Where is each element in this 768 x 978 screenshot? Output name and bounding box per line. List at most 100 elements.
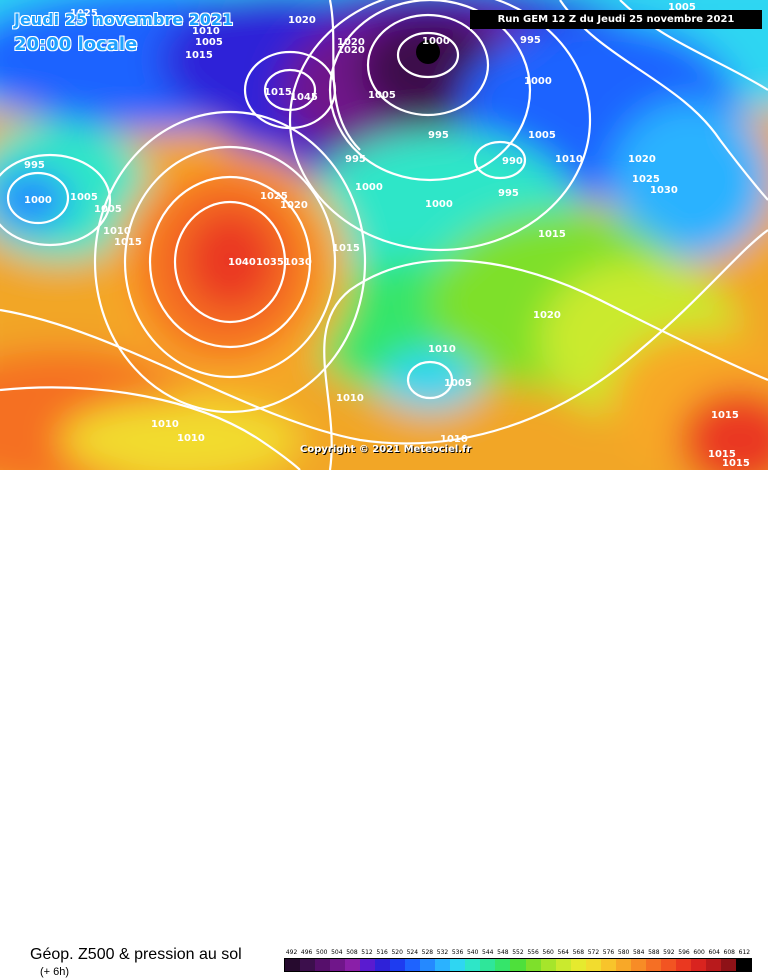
legend-tick: 580 bbox=[617, 949, 630, 956]
legend-tick: 540 bbox=[466, 949, 479, 956]
copyright-notice: Copyright © 2021 Meteociel.fr bbox=[300, 444, 472, 455]
forecast-time: 20:00 locale bbox=[14, 34, 138, 55]
run-info-banner: Run GEM 12 Z du Jeudi 25 novembre 2021 bbox=[470, 10, 762, 29]
low-pressure-center bbox=[416, 40, 440, 64]
legend-swatch bbox=[690, 959, 706, 971]
weather-map: 1025 1000 1020 1005 1010 1015 995 1000 1… bbox=[0, 0, 768, 470]
legend-swatch bbox=[495, 959, 511, 971]
legend-swatch bbox=[300, 959, 316, 971]
legend-tick: 532 bbox=[436, 949, 449, 956]
legend-tick: 600 bbox=[693, 949, 705, 956]
isobar-label: 1010 bbox=[192, 26, 220, 37]
color-legend: 492 496 500 504 508 512 516 520 524 528 532 536 540 5… bbox=[284, 948, 752, 972]
legend-swatch bbox=[420, 959, 436, 971]
legend-tick: 612 bbox=[738, 949, 751, 956]
isobar-label: 1015 bbox=[332, 243, 360, 254]
legend-tick: 500 bbox=[316, 949, 328, 956]
legend-tick: 584 bbox=[632, 949, 645, 956]
isobar-label: 1035 bbox=[256, 257, 284, 268]
legend-swatch bbox=[555, 959, 571, 971]
isobar-label: 1000 bbox=[422, 36, 450, 47]
isobar-label: 995 bbox=[428, 130, 449, 141]
isobar-label: 1030 bbox=[284, 257, 312, 268]
legend-swatch bbox=[600, 959, 616, 971]
legend-swatch bbox=[360, 959, 376, 971]
isobar-label: 1005 bbox=[528, 130, 556, 141]
legend-tick-labels: 492 496 500 504 508 512 516 520 524 528 532 536 540 5… bbox=[284, 948, 752, 958]
isobar-label: 1010 bbox=[151, 419, 179, 430]
isobar-label: 1025 bbox=[70, 8, 98, 19]
isobar-label: 1015 bbox=[722, 458, 750, 469]
isobar-label: 1010 bbox=[555, 154, 583, 165]
isobar-label: 1020 bbox=[533, 310, 561, 321]
isobar-label: 1040 bbox=[228, 257, 256, 268]
isobar-label: 1020 bbox=[337, 45, 365, 56]
legend-swatch bbox=[285, 959, 301, 971]
isobar-label: 1025 bbox=[632, 174, 660, 185]
legend-tick: 496 bbox=[300, 949, 313, 956]
legend-tick: 544 bbox=[482, 949, 494, 956]
isobar-label: 995 bbox=[498, 188, 519, 199]
legend-swatch bbox=[345, 959, 361, 971]
legend-tick: 572 bbox=[587, 949, 600, 956]
isobar-label: 1030 bbox=[650, 185, 678, 196]
legend-swatch bbox=[435, 959, 451, 971]
isobar-label: 1015 bbox=[264, 87, 292, 98]
isobar-label: 1000 bbox=[425, 199, 453, 210]
isobar-label: 1020 bbox=[288, 15, 316, 26]
legend-swatch bbox=[615, 959, 631, 971]
isobar-label: 1010 bbox=[440, 434, 468, 445]
legend-tick: 512 bbox=[361, 949, 373, 956]
legend-swatch bbox=[735, 959, 751, 971]
isobar-label: 1005 bbox=[94, 204, 122, 215]
legend-tick: 508 bbox=[346, 949, 358, 956]
legend-swatch bbox=[585, 959, 601, 971]
legend-tick: 524 bbox=[406, 949, 419, 956]
legend-tick: 492 bbox=[285, 949, 298, 956]
legend-swatch bbox=[450, 959, 466, 971]
legend-tick: 528 bbox=[421, 949, 434, 956]
isobar-label: 1005 bbox=[368, 90, 396, 101]
isobar-label: 990 bbox=[502, 156, 523, 167]
legend-tick: 560 bbox=[542, 949, 554, 956]
legend-swatch bbox=[510, 959, 526, 971]
isobar-label: 1010 bbox=[428, 344, 456, 355]
forecast-date: Jeudi 25 novembre 2021 bbox=[14, 10, 234, 29]
legend-tick: 588 bbox=[648, 949, 660, 956]
legend-tick: 504 bbox=[331, 949, 343, 956]
isobar-label: 1010 bbox=[177, 433, 205, 444]
isobar-label: 1005 bbox=[444, 378, 472, 389]
isobar-label: 1010 bbox=[336, 393, 364, 404]
isobar-label: 1015 bbox=[114, 237, 142, 248]
legend-swatch bbox=[540, 959, 556, 971]
isobar-label: 995 bbox=[520, 35, 541, 46]
legend-tick: 596 bbox=[678, 949, 690, 956]
legend-tick: 592 bbox=[663, 949, 675, 956]
isobar-labels: 1025 1000 1020 1005 1010 1015 995 1000 1… bbox=[24, 2, 750, 469]
legend-swatch bbox=[630, 959, 646, 971]
legend-tick: 604 bbox=[708, 949, 720, 956]
isobar-label: 1045 bbox=[290, 92, 318, 103]
legend-swatch bbox=[480, 959, 496, 971]
legend-swatch bbox=[465, 959, 481, 971]
legend-swatch bbox=[570, 959, 586, 971]
isobar-label: 1000 bbox=[24, 195, 52, 206]
legend-swatch bbox=[330, 959, 346, 971]
isobar-label: 1020 bbox=[628, 154, 656, 165]
legend-color-bar bbox=[284, 958, 752, 972]
legend-tick: 548 bbox=[497, 949, 509, 956]
isobar-label: 1015 bbox=[711, 410, 739, 421]
legend-tick: 516 bbox=[376, 949, 388, 956]
isobar-label: 1010 bbox=[103, 226, 131, 237]
legend-swatch bbox=[645, 959, 661, 971]
isobar-label: 1000 bbox=[524, 76, 552, 87]
legend-swatch bbox=[675, 959, 691, 971]
isobar-label: 995 bbox=[345, 154, 366, 165]
legend-tick: 568 bbox=[572, 949, 585, 956]
legend-tick: 552 bbox=[512, 949, 524, 956]
isobar-label: 1000 bbox=[355, 182, 383, 193]
legend-tick: 564 bbox=[557, 949, 569, 956]
legend-tick: 576 bbox=[602, 949, 615, 956]
isobar-label: 1015 bbox=[708, 449, 736, 460]
isobar-label: 1025 bbox=[260, 191, 288, 202]
